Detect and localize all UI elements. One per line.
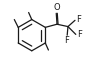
Text: F: F bbox=[76, 15, 81, 24]
Text: F: F bbox=[77, 30, 82, 39]
Text: F: F bbox=[64, 36, 69, 45]
Text: O: O bbox=[53, 3, 60, 12]
